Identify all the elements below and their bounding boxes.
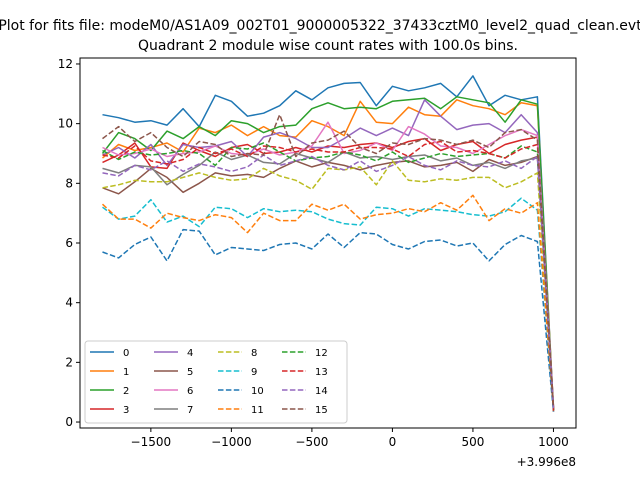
series-line-7	[102, 151, 555, 409]
series-line-10	[102, 228, 555, 412]
series-line-8	[102, 160, 555, 411]
x-tick-label: −1500	[131, 435, 172, 449]
y-tick-label: 8	[65, 176, 73, 190]
y-tick-label: 12	[58, 57, 73, 71]
series-line-0	[102, 75, 555, 411]
series-line-1	[102, 99, 555, 409]
y-tick-label: 4	[65, 296, 73, 310]
series-line-13	[102, 140, 555, 411]
x-tick-label: 0	[389, 435, 397, 449]
series-line-9	[102, 197, 555, 411]
y-tick-label: 0	[65, 415, 73, 429]
x-offset-label: +3.996e8	[517, 455, 576, 469]
legend-label-0: 0	[123, 348, 129, 359]
x-tick-label: −1000	[211, 435, 252, 449]
x-tick-label: 1000	[538, 435, 569, 449]
y-axis: 0 2 4 6 8 10 12	[58, 57, 80, 429]
legend-label-15: 15	[315, 405, 328, 416]
series-line-14	[102, 154, 555, 409]
legend-label-14: 14	[315, 386, 328, 397]
legend-label-9: 9	[251, 367, 257, 378]
legend-label-2: 2	[123, 386, 129, 397]
legend-label-1: 1	[123, 367, 129, 378]
series-line-6	[102, 121, 555, 411]
y-tick-label: 6	[65, 236, 73, 250]
legend-label-11: 11	[251, 405, 264, 416]
chart-title: Quadrant 2 module wise count rates with …	[138, 38, 518, 54]
figure-suptitle: Plot for fits file: modeM0/AS1A09_002T01…	[0, 18, 640, 34]
x-tick-label: 500	[461, 435, 484, 449]
x-tick-label: −500	[295, 435, 328, 449]
y-tick-label: 2	[65, 355, 73, 369]
series-line-11	[101, 194, 555, 409]
series-line-12	[102, 142, 555, 411]
legend-label-8: 8	[251, 348, 257, 359]
plot-area	[101, 75, 555, 412]
legend-label-12: 12	[315, 348, 328, 359]
legend-label-7: 7	[187, 405, 193, 416]
series-line-2	[101, 96, 555, 412]
x-axis: −1500 −1000 −500 0 500 1000	[131, 428, 569, 449]
legend-label-10: 10	[251, 386, 264, 397]
legend-label-6: 6	[187, 386, 193, 397]
legend-label-3: 3	[123, 405, 129, 416]
series-line-15	[102, 113, 555, 408]
legend-label-13: 13	[315, 367, 328, 378]
legend-label-4: 4	[187, 348, 193, 359]
legend-box	[84, 340, 348, 424]
y-tick-label: 10	[58, 117, 73, 131]
legend-label-5: 5	[187, 367, 193, 378]
